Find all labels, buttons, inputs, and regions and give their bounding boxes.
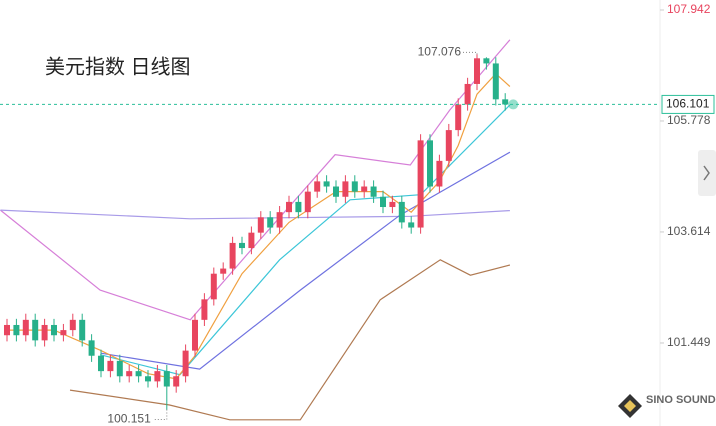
candle-body xyxy=(220,268,227,274)
candle-body xyxy=(427,140,433,187)
candle-body xyxy=(408,222,415,228)
last-price-dot xyxy=(508,99,519,110)
annotation-leader xyxy=(463,51,478,55)
candle-body xyxy=(192,319,198,351)
candle-body xyxy=(304,191,311,213)
candle-body xyxy=(239,242,245,249)
candle-body xyxy=(276,212,283,228)
candle-body xyxy=(333,186,339,197)
candle-body xyxy=(492,63,499,100)
candle-body xyxy=(69,319,76,331)
indicator-line xyxy=(7,72,511,380)
annotation-label: 107.076 xyxy=(418,45,462,59)
candle-body xyxy=(145,376,151,382)
candle-body xyxy=(163,371,170,387)
candle-body xyxy=(182,350,189,377)
candle-body xyxy=(295,201,302,213)
candle-body xyxy=(436,160,443,187)
arrow-icon xyxy=(703,165,710,181)
candle-body xyxy=(41,324,48,341)
candle-body xyxy=(201,299,208,320)
indicator-line xyxy=(0,39,511,321)
candle-body xyxy=(107,360,114,372)
side-toggle[interactable] xyxy=(698,150,716,196)
candle-body xyxy=(22,319,29,336)
watermark: SINO SOUND xyxy=(646,394,716,406)
candle-body xyxy=(455,104,462,131)
candle-body xyxy=(210,273,217,300)
last-price-label: 106.101 xyxy=(666,97,710,111)
candle-body xyxy=(229,242,236,269)
candle-body xyxy=(361,186,368,192)
candle-body xyxy=(342,181,349,197)
candle-body xyxy=(398,201,405,223)
candle-body xyxy=(474,58,480,84)
y-tick-label: 103.614 xyxy=(667,224,711,238)
candle-body xyxy=(51,324,57,336)
indicator-line xyxy=(100,151,511,370)
candle-body xyxy=(32,319,39,341)
candle-body xyxy=(417,140,424,228)
logo-shape xyxy=(624,400,636,412)
candle-body xyxy=(502,99,509,105)
indicator-line xyxy=(0,209,510,220)
candle-body xyxy=(98,355,104,372)
candle-body xyxy=(445,130,452,161)
candle-body xyxy=(257,217,264,233)
chart-title: 美元指数 日线图 xyxy=(45,55,191,78)
candle-body xyxy=(389,201,396,208)
annotation-label: 100.151 xyxy=(107,412,151,426)
candle-body xyxy=(351,181,358,192)
candle-body xyxy=(126,371,133,377)
candle-body xyxy=(314,181,321,192)
y-tick-label: 105.778 xyxy=(667,113,711,127)
last-price-box xyxy=(661,94,715,114)
y-tick-label: 107.942 xyxy=(667,2,711,16)
candle-body xyxy=(79,319,86,341)
candle-body xyxy=(116,360,123,377)
logo: SINO SOUND xyxy=(618,394,716,418)
candle-body xyxy=(135,371,142,377)
candle-body xyxy=(370,186,377,197)
candle-body xyxy=(248,232,255,249)
annotation-leader xyxy=(152,409,168,421)
candle-body xyxy=(60,330,67,336)
y-tick-label: 101.449 xyxy=(667,335,711,349)
candle-body xyxy=(483,58,490,64)
candle-body xyxy=(154,371,161,382)
candle-body xyxy=(323,181,330,187)
candle-body xyxy=(380,196,386,208)
candle-body xyxy=(464,83,471,105)
candle-body xyxy=(88,340,95,356)
candle-body xyxy=(286,201,292,213)
candle-body xyxy=(173,376,180,387)
indicator-line xyxy=(69,259,511,421)
candle-body xyxy=(13,324,20,336)
candle-body xyxy=(4,324,10,336)
candle-body xyxy=(267,217,274,228)
